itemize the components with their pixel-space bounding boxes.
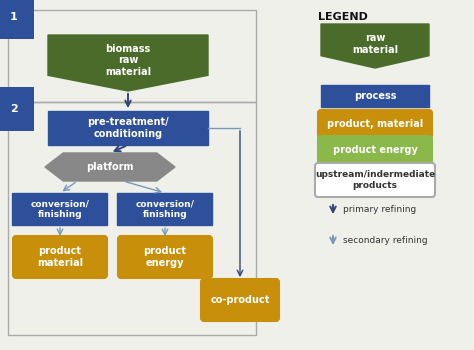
Text: LEGEND: LEGEND xyxy=(318,12,368,22)
FancyBboxPatch shape xyxy=(315,163,435,197)
Text: conversion/
finishing: conversion/ finishing xyxy=(136,199,194,219)
Polygon shape xyxy=(48,35,208,91)
FancyBboxPatch shape xyxy=(318,136,432,164)
FancyBboxPatch shape xyxy=(321,85,429,107)
Text: platform: platform xyxy=(86,162,134,172)
Text: product
material: product material xyxy=(37,246,83,268)
FancyBboxPatch shape xyxy=(12,193,108,225)
Text: process: process xyxy=(354,91,396,101)
Text: secondary refining: secondary refining xyxy=(343,236,428,245)
Text: upstream/indermediate
products: upstream/indermediate products xyxy=(315,170,435,190)
Text: product
energy: product energy xyxy=(144,246,186,268)
FancyBboxPatch shape xyxy=(118,236,212,278)
FancyBboxPatch shape xyxy=(318,110,432,138)
Text: conversion/
finishing: conversion/ finishing xyxy=(30,199,90,219)
Text: biomass
raw
material: biomass raw material xyxy=(105,44,151,77)
Text: raw
material: raw material xyxy=(352,33,398,55)
Text: primary refining: primary refining xyxy=(343,205,416,214)
Text: 1: 1 xyxy=(10,12,18,22)
FancyBboxPatch shape xyxy=(118,193,212,225)
Polygon shape xyxy=(321,24,429,68)
Text: product energy: product energy xyxy=(333,145,418,155)
Polygon shape xyxy=(45,153,175,181)
Text: pre-treatment/
conditioning: pre-treatment/ conditioning xyxy=(87,117,169,139)
FancyBboxPatch shape xyxy=(48,111,208,145)
FancyBboxPatch shape xyxy=(201,279,279,321)
Text: 2: 2 xyxy=(10,104,18,114)
FancyBboxPatch shape xyxy=(13,236,107,278)
Text: co-product: co-product xyxy=(210,295,270,305)
Text: product, material: product, material xyxy=(327,119,423,129)
